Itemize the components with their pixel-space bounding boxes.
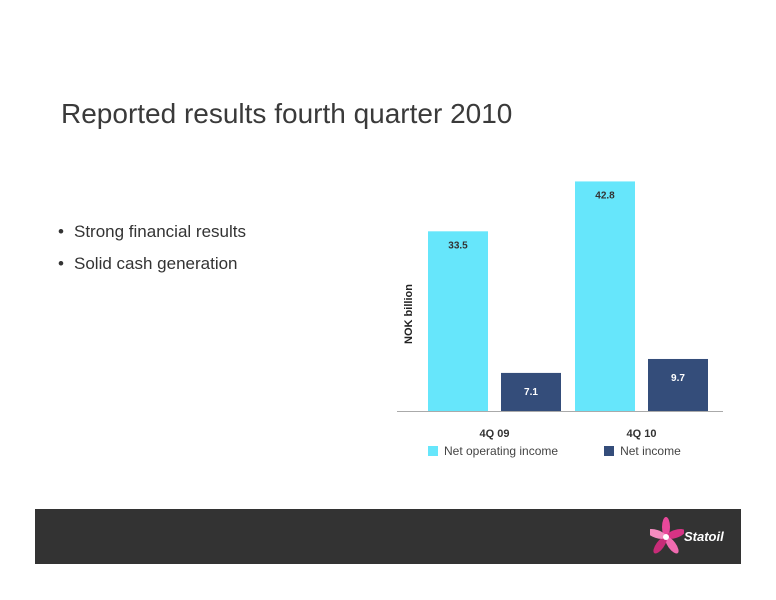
bullet-text: Strong financial results [74,222,246,241]
bar-1-0 [501,372,561,411]
x-tick-label: 4Q 10 [627,428,657,440]
bullet-dot-icon: • [58,222,64,241]
logo-text: Statoil [684,529,724,544]
legend-swatch [604,446,615,456]
bullet-item: • Strong financial results [58,222,246,242]
page-title: Reported results fourth quarter 2010 [61,98,513,129]
legend-item: Net operating income [428,444,558,458]
bar-0-1 [575,181,635,411]
bar-0-0 [428,231,488,411]
legend-item: Net income [604,444,681,458]
starfish-logo-icon [646,517,686,554]
bullet-list: • Strong financial results • Solid cash … [58,222,246,286]
legend-label: Net income [620,444,681,458]
legend-swatch [428,446,438,456]
data-label: 33.5 [448,240,468,251]
data-label: 42.8 [595,190,615,201]
bar-1-1 [648,358,708,411]
y-axis-label: NOK billion [403,284,415,344]
data-label: 7.1 [524,387,538,398]
bullet-text: Solid cash generation [74,254,238,273]
statoil-logo: Statoil [646,515,740,559]
bullet-item: • Solid cash generation [58,254,246,274]
footer-bar: Statoil [35,509,741,564]
data-label: 9.7 [671,373,685,384]
bullet-dot-icon: • [58,254,64,273]
chart-legend: Net operating income Net income [428,444,681,458]
legend-label: Net operating income [444,444,559,458]
x-tick-label: 4Q 09 [480,428,510,440]
